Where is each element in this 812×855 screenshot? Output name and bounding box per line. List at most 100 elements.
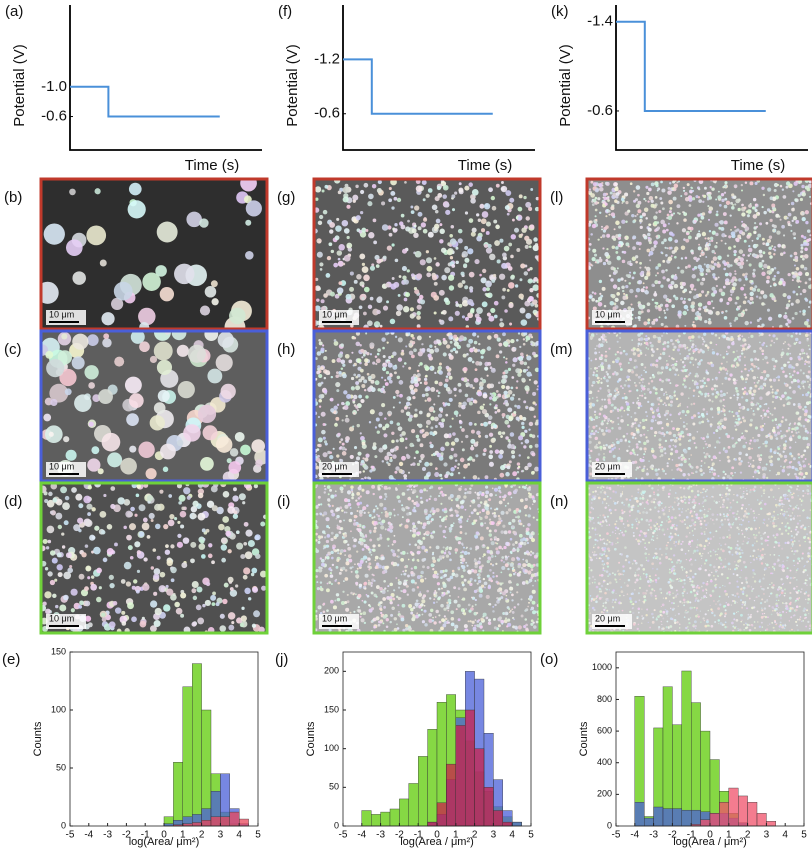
particle	[410, 313, 415, 318]
particle	[400, 558, 404, 562]
particle	[429, 546, 431, 548]
particle	[324, 536, 326, 538]
particle	[347, 236, 350, 239]
particle	[486, 616, 489, 619]
particle	[488, 603, 490, 605]
particle	[511, 234, 516, 239]
particle	[509, 198, 514, 203]
particle	[397, 514, 399, 516]
particle	[451, 448, 454, 451]
particle	[510, 339, 514, 343]
particle	[332, 564, 334, 566]
particle	[50, 511, 54, 515]
particle	[423, 533, 425, 535]
particle	[337, 549, 340, 552]
particle	[512, 549, 515, 552]
particle	[91, 446, 99, 454]
particle	[449, 547, 452, 550]
particle	[412, 396, 415, 399]
particle	[420, 571, 424, 575]
particle	[468, 610, 471, 613]
particle	[443, 608, 446, 611]
particle	[378, 180, 382, 184]
particle	[428, 354, 432, 358]
particle	[716, 213, 719, 216]
particle	[177, 440, 184, 447]
particle	[511, 594, 514, 597]
particle	[228, 577, 234, 583]
particle	[321, 412, 326, 417]
particle	[495, 449, 500, 454]
particle	[356, 456, 360, 460]
particle	[401, 504, 403, 506]
particle	[517, 373, 521, 377]
particle	[520, 542, 524, 546]
particle	[222, 516, 229, 523]
potential-line	[343, 59, 493, 113]
particle	[470, 505, 472, 507]
particle	[369, 514, 372, 517]
particle	[418, 424, 422, 428]
particle	[507, 568, 509, 570]
particle	[489, 383, 494, 388]
particle	[385, 332, 388, 335]
particle	[674, 239, 678, 243]
particle	[491, 521, 495, 525]
particle	[529, 599, 532, 602]
particle	[528, 514, 531, 517]
particle	[687, 183, 690, 186]
particle	[171, 578, 175, 582]
y-axis-label: Counts	[32, 721, 44, 756]
particle	[752, 206, 755, 209]
particle	[690, 191, 692, 193]
particle	[402, 266, 407, 271]
particle	[418, 212, 423, 217]
particle	[766, 276, 770, 280]
particle	[732, 282, 736, 286]
particle	[631, 214, 634, 217]
particle	[738, 438, 741, 441]
particle	[465, 394, 469, 398]
particle	[643, 286, 645, 288]
particle	[518, 293, 523, 298]
particle	[236, 543, 243, 550]
particle	[739, 249, 744, 254]
particle	[711, 187, 714, 190]
particle	[505, 555, 507, 557]
particle	[474, 590, 477, 593]
particle	[462, 251, 468, 257]
particle	[387, 452, 391, 456]
particle	[378, 424, 382, 428]
particle	[417, 438, 421, 442]
particle	[227, 549, 231, 553]
particle	[454, 438, 459, 443]
panel-label: (m)	[550, 341, 573, 358]
particle	[433, 295, 439, 301]
sem-image: 20 μm	[586, 331, 812, 482]
particle	[398, 426, 403, 431]
particle	[801, 247, 804, 250]
particle	[501, 379, 506, 384]
particle	[412, 588, 416, 592]
particle	[523, 338, 525, 340]
particle	[48, 492, 53, 497]
particle	[660, 202, 663, 205]
particle	[529, 493, 531, 495]
particle	[485, 506, 489, 510]
particle	[151, 566, 154, 569]
particle	[491, 426, 494, 429]
particle	[72, 356, 85, 369]
particle	[767, 239, 771, 243]
particle	[627, 306, 631, 310]
particle	[708, 321, 712, 325]
particle	[365, 574, 369, 578]
particle	[632, 276, 635, 279]
histogram-bar	[192, 823, 201, 826]
particle	[411, 579, 415, 583]
particle	[319, 341, 323, 345]
particle	[434, 257, 437, 260]
particle	[678, 335, 681, 338]
particle	[533, 277, 538, 282]
particle	[610, 206, 614, 210]
particle	[428, 188, 433, 193]
